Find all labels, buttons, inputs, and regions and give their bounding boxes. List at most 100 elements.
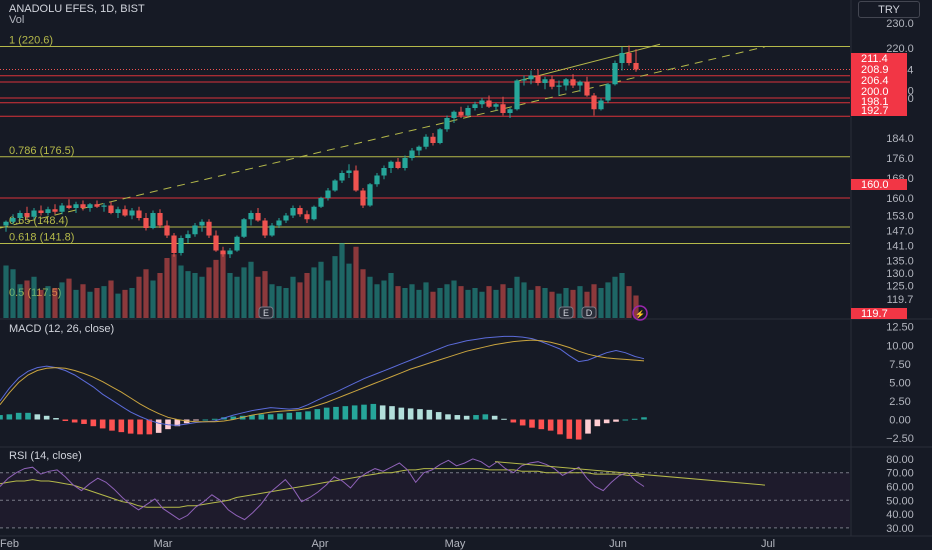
price-tag-label: 200.0 <box>861 86 889 98</box>
macd-histogram-bar <box>99 419 106 429</box>
macd-histogram-bar <box>594 419 601 427</box>
volume-bar <box>542 288 548 318</box>
macd-histogram-bar <box>426 409 433 420</box>
price-tick-label: 125.0 <box>886 281 914 293</box>
volume-bar <box>213 259 219 318</box>
rsi-tick-label: 70.00 <box>886 468 914 480</box>
candle-body <box>374 175 380 185</box>
macd-histogram-bar <box>389 406 395 420</box>
volume-bar <box>283 288 289 318</box>
price-tick-label: 135.0 <box>886 256 914 268</box>
macd-histogram-bar <box>482 414 489 420</box>
chart-symbol-title: ANADOLU EFES, 1D, BIST <box>9 3 145 15</box>
volume-bar <box>136 276 142 318</box>
volume-bar <box>570 289 576 318</box>
price-tick-label: 141.0 <box>886 241 914 253</box>
volume-bar <box>500 284 506 318</box>
candle-body <box>437 129 443 143</box>
volume-bar <box>563 288 569 318</box>
candle-body <box>248 213 254 220</box>
volume-bar <box>521 282 527 318</box>
candle-body <box>556 85 562 87</box>
macd-histogram-bar <box>81 419 87 424</box>
candle-body <box>549 79 555 87</box>
candle-body <box>542 79 548 83</box>
candle-body <box>402 158 408 168</box>
volume-bar <box>465 289 471 318</box>
candle-body <box>269 225 275 236</box>
volume-bar <box>73 289 79 318</box>
volume-bar <box>416 289 422 318</box>
macd-tick-label: 7.50 <box>889 359 910 371</box>
candle-body <box>430 136 436 143</box>
macd-histogram-bar <box>603 419 610 424</box>
volume-bar <box>472 288 478 318</box>
macd-histogram-bar <box>501 418 507 420</box>
candle-body <box>290 208 296 216</box>
volume-bar <box>178 265 184 318</box>
macd-histogram-bar <box>547 419 554 431</box>
lightning-icon <box>632 305 648 321</box>
volume-bar <box>220 252 226 318</box>
volume-bar <box>297 282 303 318</box>
earnings-marker <box>258 306 274 319</box>
currency-button[interactable]: TRY <box>858 1 920 18</box>
macd-histogram-bar <box>538 419 545 430</box>
macd-histogram-bar <box>379 405 386 420</box>
time-axis-label: Apr <box>311 538 328 550</box>
macd-histogram-bar <box>230 416 237 420</box>
earnings-marker <box>558 306 574 319</box>
macd-histogram-bar <box>53 418 59 420</box>
rsi-tick-label: 50.00 <box>886 495 914 507</box>
price-tag-label: 211.4 <box>861 53 888 65</box>
earnings-marker <box>581 306 597 319</box>
candle-body <box>17 213 23 218</box>
macd-histogram-bar <box>417 409 423 420</box>
candle-body <box>150 213 156 228</box>
price-tick-label: 220.0 <box>886 43 914 55</box>
volume-bar <box>45 286 51 318</box>
volume-bar <box>402 288 408 318</box>
price-tick-label: 176.0 <box>886 153 914 165</box>
volume-bar <box>255 276 261 318</box>
candle-body <box>507 109 513 113</box>
candle-body <box>10 218 16 222</box>
volume-bar <box>374 284 380 318</box>
candle-body <box>332 180 338 191</box>
candle-body <box>528 75 534 80</box>
price-tag-label: 206.4 <box>861 75 889 87</box>
candle-body <box>486 100 492 107</box>
candle-body <box>59 205 65 212</box>
macd-histogram-bar <box>566 419 573 439</box>
candle-body <box>381 168 387 176</box>
volume-bar <box>108 280 114 318</box>
lightning-icon-glyph: ⚡ <box>635 309 645 319</box>
volume-bar <box>612 276 618 318</box>
candle-body <box>451 111 457 118</box>
time-axis-label: Jul <box>761 538 775 550</box>
volume-bar <box>3 265 9 318</box>
candle-body <box>31 210 37 217</box>
volume-bar <box>143 269 149 318</box>
volume-bar <box>437 288 443 318</box>
candle-body <box>465 108 471 116</box>
volume-bar <box>311 267 317 318</box>
volume-bar <box>395 286 401 318</box>
macd-histogram-bar <box>435 412 442 420</box>
earnings-marker-label: D <box>586 308 593 318</box>
macd-histogram-bar <box>146 419 153 435</box>
candle-body <box>395 161 401 168</box>
macd-histogram-bar <box>342 406 349 420</box>
macd-histogram-bar <box>351 405 358 420</box>
candle-body <box>164 225 170 236</box>
volume-bar <box>591 284 597 318</box>
candle-body <box>563 79 569 86</box>
candle-body <box>626 53 632 63</box>
candle-body <box>514 80 520 110</box>
candle-body <box>52 209 58 212</box>
macd-title: MACD (12, 26, close) <box>9 323 115 335</box>
macd-histogram-bar <box>398 407 405 420</box>
rsi-title: RSI (14, close) <box>9 450 82 462</box>
macd-histogram-bar <box>137 419 143 435</box>
